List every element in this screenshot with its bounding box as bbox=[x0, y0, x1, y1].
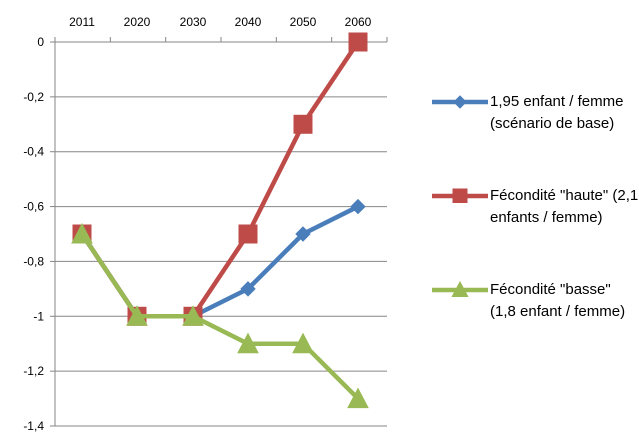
y-tick-label: -0,6 bbox=[23, 200, 44, 214]
y-tick-label: -1,2 bbox=[23, 364, 44, 378]
legend-entry: Fécondité "basse" (1,8 enfant / femme) bbox=[432, 279, 637, 373]
legend-label: 1,95 enfant / femme (scénario de base) bbox=[490, 93, 624, 132]
gridlines bbox=[55, 96, 387, 427]
data-point-triangle bbox=[237, 332, 259, 354]
x-tick-label: 2011 bbox=[69, 15, 95, 29]
data-point-diamond bbox=[350, 198, 366, 215]
series-square bbox=[72, 32, 368, 326]
data-point-triangle bbox=[292, 332, 314, 354]
series-line bbox=[80, 40, 360, 319]
data-point-square bbox=[238, 224, 258, 244]
x-tick-label: 2060 bbox=[345, 15, 372, 29]
legend-entry: 1,95 enfant / femme (scénario de base) bbox=[432, 91, 637, 185]
legend: 1,95 enfant / femme (scénario de base) Fé… bbox=[432, 91, 639, 373]
y-tick-label: -0,8 bbox=[23, 254, 44, 268]
legend-label: Fécondité "basse" (1,8 enfant / femme) bbox=[490, 281, 626, 320]
axes bbox=[50, 37, 388, 427]
data-point-square bbox=[293, 114, 313, 134]
tick-labels: 0 -0,2 -0,4 -0,6 -0,8 -1 -1,2 -1,4 2011 2020 2030 2… bbox=[23, 15, 371, 433]
legend-label: Fécondité "haute" (2,1 enfants / femme) bbox=[490, 187, 639, 226]
x-tick-label: 2030 bbox=[180, 15, 207, 29]
y-tick-label: -0,2 bbox=[23, 90, 44, 104]
legend-swatch-square bbox=[432, 188, 488, 203]
legend-entry: Fécondité "haute" (2,1 enfants / femme) bbox=[432, 185, 639, 279]
x-tick-label: 2050 bbox=[290, 15, 317, 29]
data-point-diamond bbox=[240, 281, 256, 297]
y-tick-label: -0,4 bbox=[23, 145, 44, 159]
series-triangle bbox=[71, 222, 369, 409]
legend-swatch-diamond bbox=[432, 95, 488, 109]
x-tick-label: 2040 bbox=[235, 15, 262, 29]
x-tick-label: 2020 bbox=[124, 15, 151, 29]
y-tick-label: -1 bbox=[33, 309, 44, 323]
series-layer bbox=[71, 32, 369, 409]
data-point-diamond bbox=[295, 226, 311, 242]
y-tick-label: -1,4 bbox=[23, 419, 44, 433]
legend-swatch-triangle bbox=[432, 281, 488, 297]
data-point-triangle bbox=[347, 387, 369, 409]
data-point-square bbox=[348, 32, 368, 52]
y-tick-label: 0 bbox=[37, 35, 44, 49]
data-point-triangle bbox=[71, 222, 93, 244]
data-point-triangle bbox=[126, 305, 148, 326]
data-point-triangle bbox=[182, 305, 204, 326]
